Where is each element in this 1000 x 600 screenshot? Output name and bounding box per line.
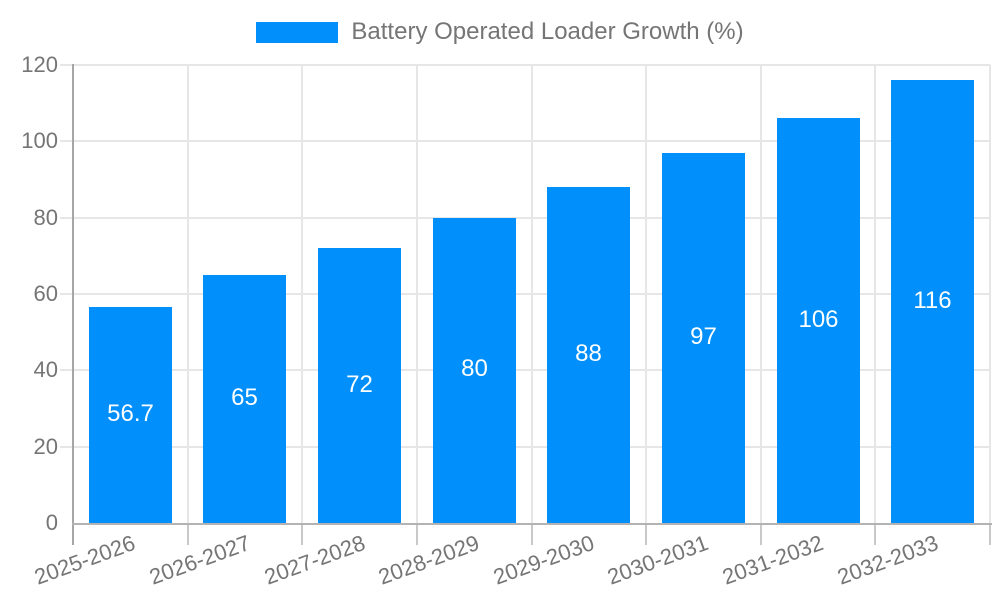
bar-value-label: 116 [913,287,952,314]
y-axis-tick-mark [60,64,73,66]
legend-label: Battery Operated Loader Growth (%) [351,18,744,45]
y-axis-line [72,64,74,545]
bar-value-label: 72 [346,371,373,398]
y-axis-tick-label: 120 [21,52,58,77]
y-axis-tick-label: 0 [45,510,58,535]
y-axis-tick-mark [60,217,73,219]
x-axis-tick-mark [531,525,533,545]
x-axis-tick-mark [301,525,303,545]
bar[interactable] [203,275,286,523]
x-axis-label: 2031-2032 [718,530,827,590]
bar-value-label: 80 [461,355,488,382]
y-axis-tick-label: 100 [21,128,58,153]
gridline-vertical [760,65,762,523]
x-axis-label: 2025-2026 [30,530,139,590]
bar-value-label: 106 [798,306,839,333]
gridline-vertical [531,65,533,523]
bar[interactable] [547,187,630,523]
x-axis-tick-mark [874,525,876,545]
y-axis-tick-mark [60,446,73,448]
y-axis-tick-mark [60,293,73,295]
bar-value-label: 56.7 [107,400,154,427]
y-axis-tick-mark [60,369,73,371]
gridline-vertical [989,65,991,523]
x-axis-label: 2026-2027 [145,530,254,590]
bar[interactable] [662,153,745,523]
bar[interactable] [318,248,401,523]
y-axis-tick-label: 60 [33,281,58,306]
bar[interactable] [891,80,974,523]
x-axis-label: 2030-2031 [603,530,712,590]
x-axis-tick-mark [760,525,762,545]
y-axis-tick-mark [60,140,73,142]
bar[interactable] [777,118,860,523]
gridline-vertical [301,65,303,523]
x-axis-label: 2029-2030 [489,530,598,590]
gridline-vertical [416,65,418,523]
x-axis-line [72,523,992,525]
x-axis-tick-mark [416,525,418,545]
x-axis-label: 2027-2028 [260,530,369,590]
bar-value-label: 65 [231,384,258,411]
bar-value-label: 97 [690,323,717,350]
x-axis-tick-mark [645,525,647,545]
bar-value-label: 88 [575,340,602,367]
y-axis-tick-label: 20 [33,434,58,459]
y-axis-tick-label: 40 [33,357,58,382]
x-axis-tick-mark [989,525,991,545]
y-axis-tick-label: 80 [33,205,58,230]
x-axis-label: 2028-2029 [374,530,483,590]
bar[interactable] [89,307,172,523]
bar[interactable] [433,218,516,523]
gridline-vertical [645,65,647,523]
x-axis-label: 2032-2033 [833,530,942,590]
gridline-vertical [187,65,189,523]
legend-swatch-icon [256,21,339,43]
legend[interactable]: Battery Operated Loader Growth (%) [0,14,1000,50]
gridline-vertical [874,65,876,523]
x-axis-tick-mark [187,525,189,545]
